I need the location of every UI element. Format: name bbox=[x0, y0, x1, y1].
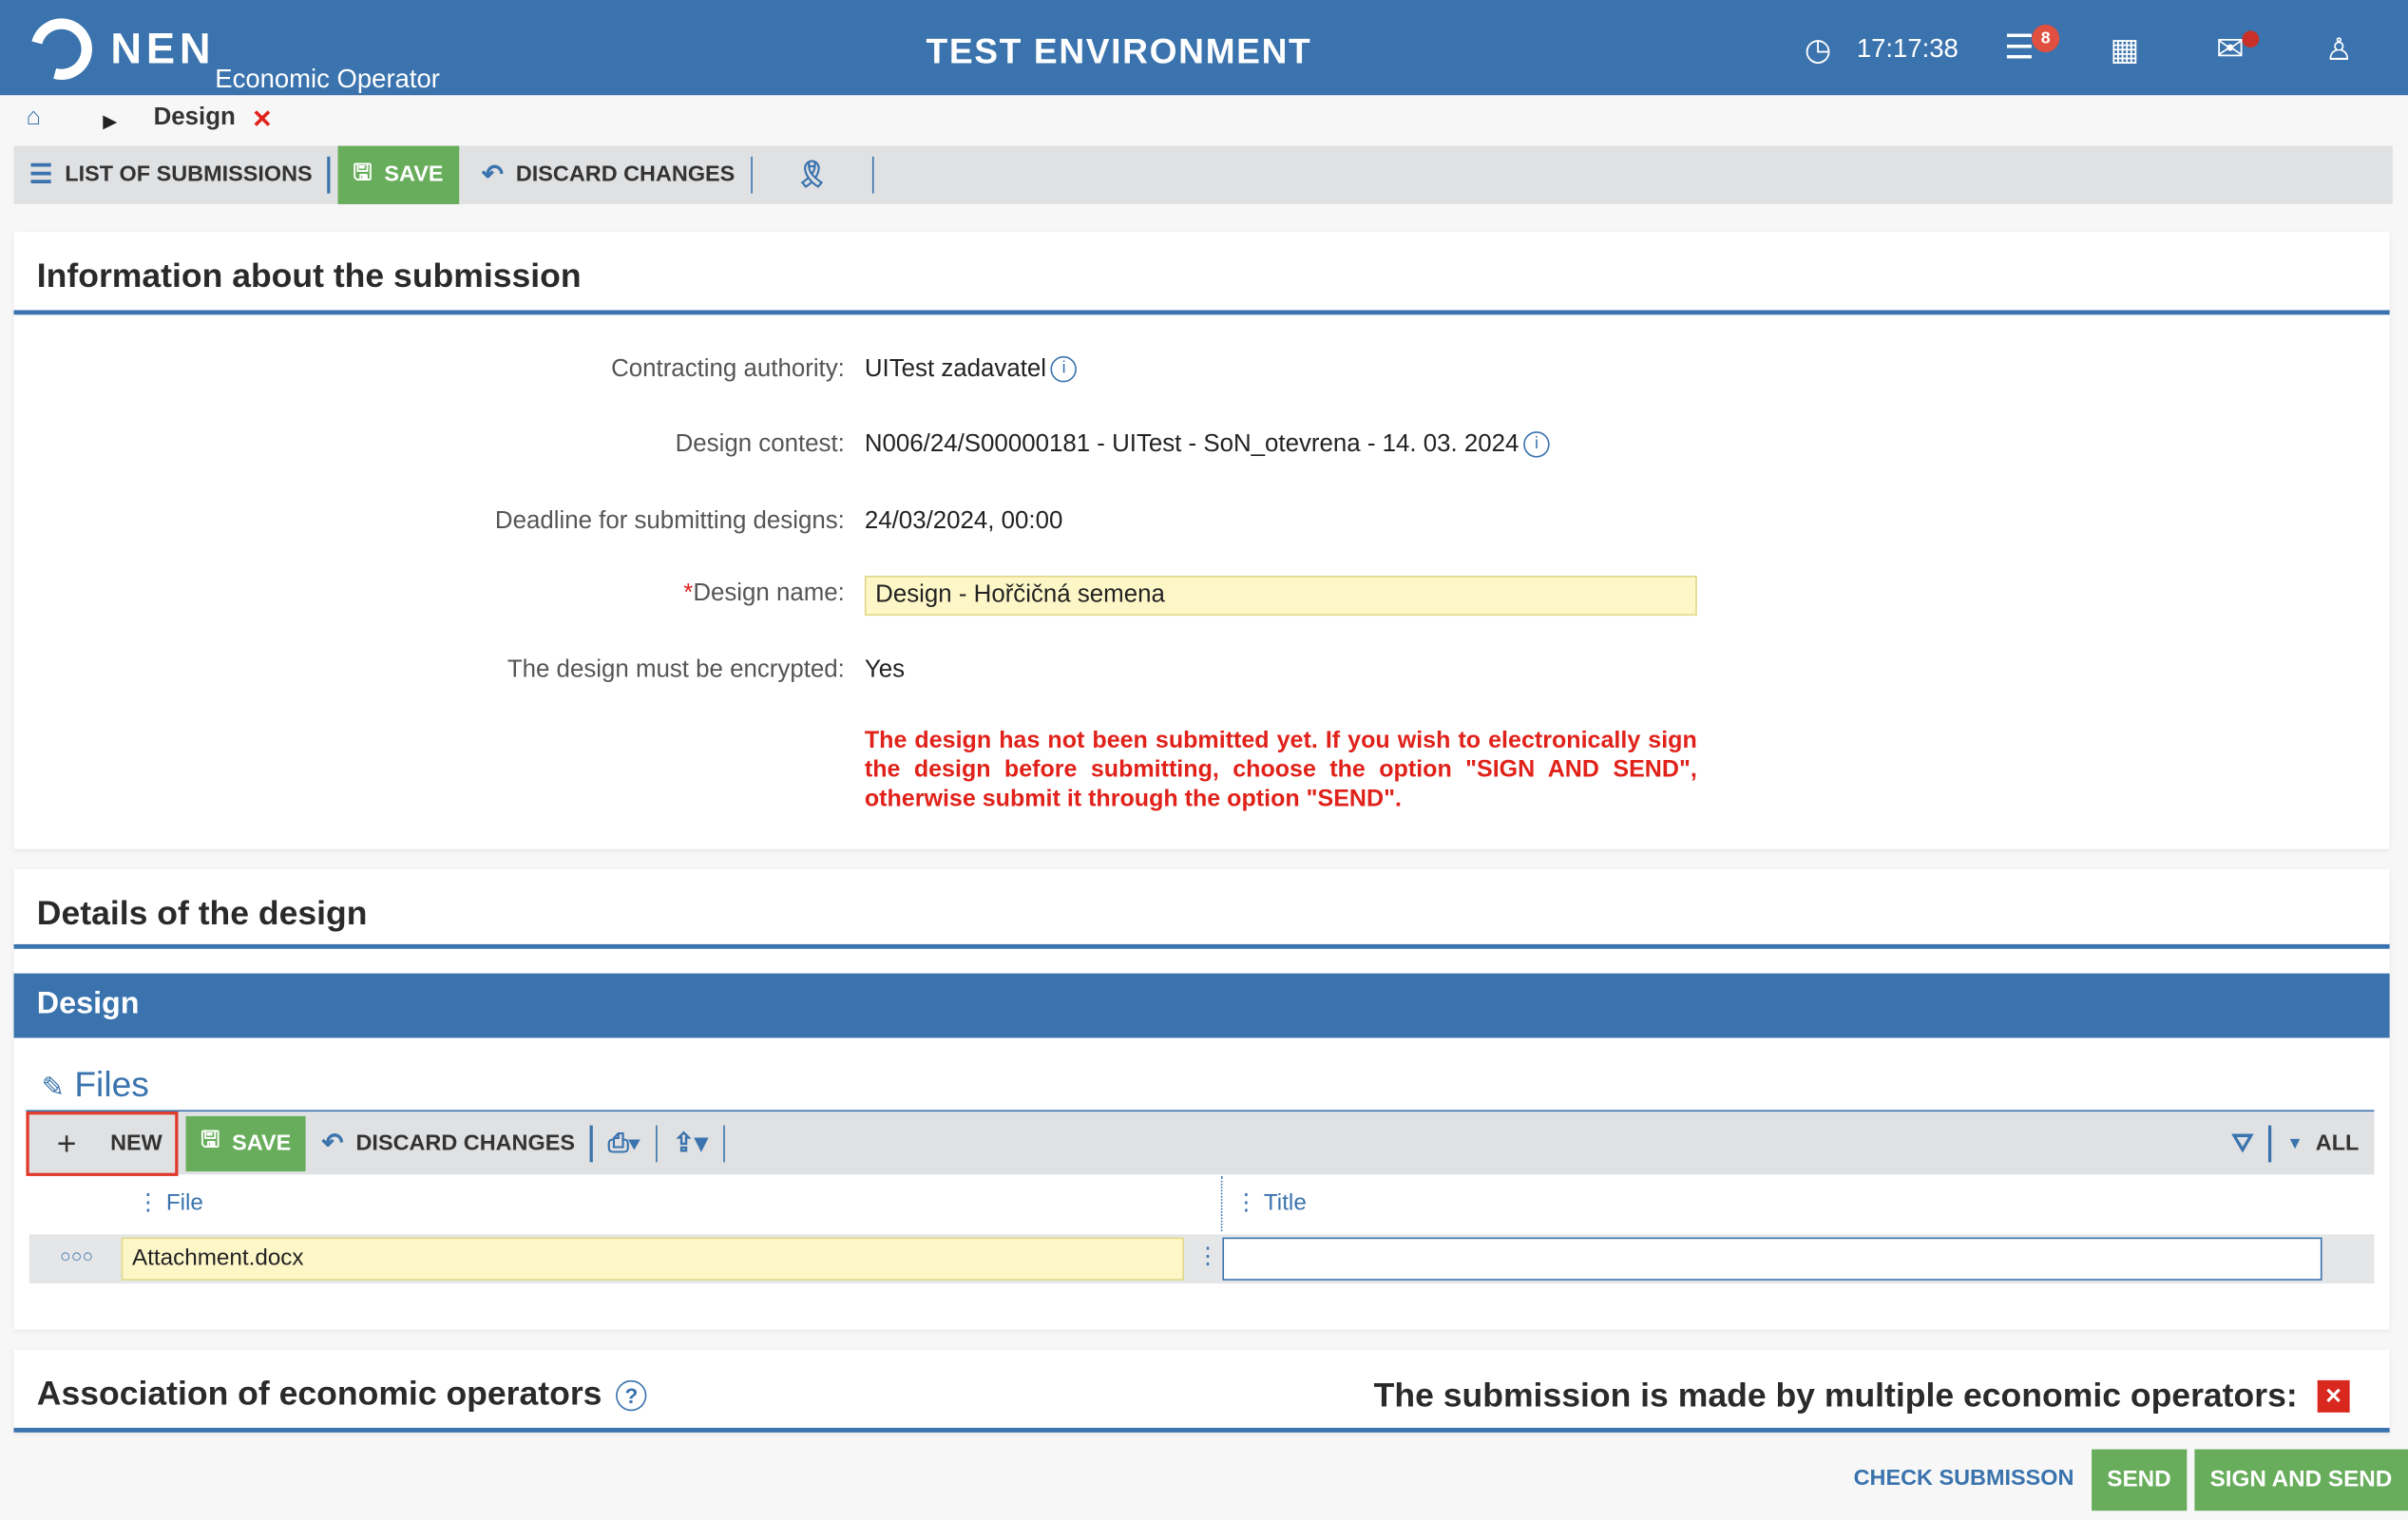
close-icon[interactable]: ✕ bbox=[252, 107, 273, 134]
multiple-operators-checkbox[interactable]: ✕ bbox=[2317, 1379, 2350, 1413]
app-subtitle: Economic Operator bbox=[215, 64, 440, 94]
column-divider bbox=[1220, 1175, 1223, 1232]
clock-icon: ◷ bbox=[1804, 33, 1832, 68]
label-text: Design name: bbox=[693, 580, 845, 607]
title-text: Files bbox=[74, 1063, 149, 1104]
divider bbox=[327, 156, 331, 194]
save-icon: 🖫 bbox=[353, 160, 373, 185]
check-submission-link[interactable]: CHECK SUBMISSON bbox=[1853, 1466, 2074, 1492]
list-of-submissions-button[interactable]: ☰ LIST OF SUBMISSIONS bbox=[14, 146, 328, 204]
file-input[interactable]: Attachment.docx bbox=[121, 1237, 1185, 1281]
column-label: Title bbox=[1263, 1189, 1307, 1216]
files-discard-button[interactable]: ↶ DISCARD CHANGES bbox=[306, 1112, 590, 1174]
button-label: LIST OF SUBMISSIONS bbox=[65, 162, 313, 188]
session-time: 17:17:38 bbox=[1856, 33, 1959, 64]
send-button[interactable]: SEND bbox=[2092, 1449, 2187, 1511]
save-icon: 🖫 bbox=[201, 1128, 220, 1153]
association-panel: Association of economic operators ? The … bbox=[13, 1349, 2390, 1433]
field-label: *Design name: bbox=[683, 580, 845, 608]
nen-logo-icon bbox=[19, 7, 104, 91]
notification-badge: 8 bbox=[2032, 24, 2060, 52]
design-name-input[interactable]: Design - Hořčičná semena bbox=[864, 576, 1697, 617]
user-icon[interactable]: ♙ bbox=[2324, 33, 2353, 68]
environment-label: TEST ENVIRONMENT bbox=[926, 30, 1312, 71]
button-label: NEW bbox=[110, 1130, 162, 1156]
undo-icon: ↶ bbox=[321, 1128, 344, 1157]
calendar-icon[interactable]: ▦ bbox=[2110, 33, 2140, 68]
design-contest-value: N006/24/S00000181 - UITest - SoN_otevren… bbox=[865, 431, 1550, 459]
table-row: ○○○ Attachment.docx ⋮ bbox=[29, 1234, 2375, 1284]
divider bbox=[655, 1124, 658, 1162]
print-button[interactable]: ⎙▾ bbox=[593, 1112, 656, 1174]
button-label: DISCARD CHANGES bbox=[515, 162, 736, 188]
plus-icon: + bbox=[56, 1123, 77, 1162]
submission-info-panel: Information about the submission Contrac… bbox=[13, 232, 2390, 849]
section-title: Details of the design bbox=[13, 869, 2390, 949]
section-title: Association of economic operators ? bbox=[13, 1350, 2390, 1433]
contracting-authority-value: UITest zadavatel i bbox=[864, 355, 1078, 384]
list-icon: ☰ bbox=[29, 160, 53, 189]
files-title: ✎ Files bbox=[42, 1064, 149, 1106]
undo-icon: ↶ bbox=[481, 160, 504, 189]
design-subsection-header: Design bbox=[13, 973, 2390, 1038]
button-label: SAVE bbox=[384, 162, 444, 188]
export-button[interactable]: ⇪▾ bbox=[658, 1112, 723, 1174]
filter-button[interactable]: ⛛ bbox=[2216, 1112, 2268, 1174]
new-file-button[interactable]: + NEW bbox=[26, 1111, 178, 1176]
award-icon: 🎗 bbox=[795, 160, 830, 189]
info-icon[interactable]: i bbox=[1050, 356, 1078, 383]
breadcrumb-current: Design bbox=[153, 104, 236, 131]
design-details-panel: Details of the design Design ✎ Files + NE… bbox=[13, 868, 2390, 1330]
dropdown-value: ALL bbox=[2315, 1130, 2360, 1156]
divider bbox=[750, 156, 753, 194]
title-input[interactable] bbox=[1222, 1237, 2322, 1281]
print-icon: ⎙▾ bbox=[607, 1128, 640, 1157]
encrypted-value: Yes bbox=[864, 656, 906, 684]
field-label: Design contest: bbox=[675, 431, 845, 458]
info-icon[interactable]: i bbox=[1523, 431, 1550, 459]
mail-icon[interactable]: ✉ bbox=[2216, 28, 2245, 68]
filter-icon: ⛛ bbox=[2231, 1128, 2254, 1157]
sign-and-send-button[interactable]: SIGN AND SEND bbox=[2194, 1449, 2408, 1511]
warning-message: The design has not been submitted yet. I… bbox=[864, 728, 1697, 812]
mail-unread-dot bbox=[2242, 30, 2260, 48]
value-text: UITest zadavatel bbox=[864, 355, 1047, 383]
field-label: Contracting authority: bbox=[611, 355, 845, 383]
files-save-button[interactable]: 🖫 SAVE bbox=[185, 1115, 307, 1171]
required-marker: * bbox=[683, 580, 694, 607]
divider bbox=[722, 1124, 726, 1162]
filter-all-dropdown[interactable]: ▼ ALL bbox=[2271, 1112, 2374, 1174]
cell-menu-icon[interactable]: ⋮ bbox=[1195, 1244, 1220, 1270]
button-label: SAVE bbox=[232, 1130, 292, 1156]
column-label: File bbox=[165, 1189, 203, 1216]
field-label: Deadline for submitting designs: bbox=[494, 507, 845, 535]
divider bbox=[590, 1124, 593, 1162]
main-toolbar: ☰ LIST OF SUBMISSIONS 🖫 SAVE ↶ DISCARD CHAN… bbox=[13, 145, 2393, 204]
discard-changes-button[interactable]: ↶ DISCARD CHANGES bbox=[467, 146, 751, 204]
award-button[interactable]: 🎗 bbox=[753, 146, 871, 204]
field-label: The design must be encrypted: bbox=[506, 656, 845, 684]
deadline-value: 24/03/2024, 00:00 bbox=[864, 507, 1063, 535]
help-icon[interactable]: ? bbox=[616, 1380, 647, 1412]
menu-icon[interactable]: ☰ bbox=[2004, 28, 2035, 66]
logo-text: NEN bbox=[110, 24, 216, 72]
section-title: Information about the submission bbox=[13, 232, 2390, 315]
paperclip-icon: ✎ bbox=[41, 1072, 66, 1103]
files-toolbar: + NEW 🖫 SAVE ↶ DISCARD CHANGES ⎙▾ ⇪▾ ⛛ ▼ ALL bbox=[26, 1110, 2375, 1176]
export-icon: ⇪▾ bbox=[672, 1128, 708, 1157]
divider bbox=[871, 156, 874, 194]
top-bar: NEN Economic Operator TEST ENVIRONMENT ◷… bbox=[0, 0, 2408, 96]
button-label: DISCARD CHANGES bbox=[355, 1130, 575, 1156]
row-menu-icon[interactable]: ○○○ bbox=[60, 1244, 94, 1267]
multiple-operators-label: The submission is made by multiple econo… bbox=[1373, 1376, 2298, 1415]
value-text: N006/24/S00000181 - UITest - SoN_otevren… bbox=[864, 431, 1519, 458]
home-icon[interactable]: ⌂ bbox=[26, 104, 42, 131]
caret-down-icon: ▼ bbox=[2286, 1133, 2303, 1152]
save-button[interactable]: 🖫 SAVE bbox=[337, 145, 459, 204]
divider bbox=[2268, 1124, 2272, 1162]
chevron-right-icon: ▶ bbox=[103, 110, 118, 132]
column-header-file[interactable]: ⋮ File bbox=[136, 1189, 203, 1216]
column-header-title[interactable]: ⋮ Title bbox=[1234, 1189, 1307, 1216]
title-text: Association of economic operators bbox=[36, 1374, 602, 1413]
